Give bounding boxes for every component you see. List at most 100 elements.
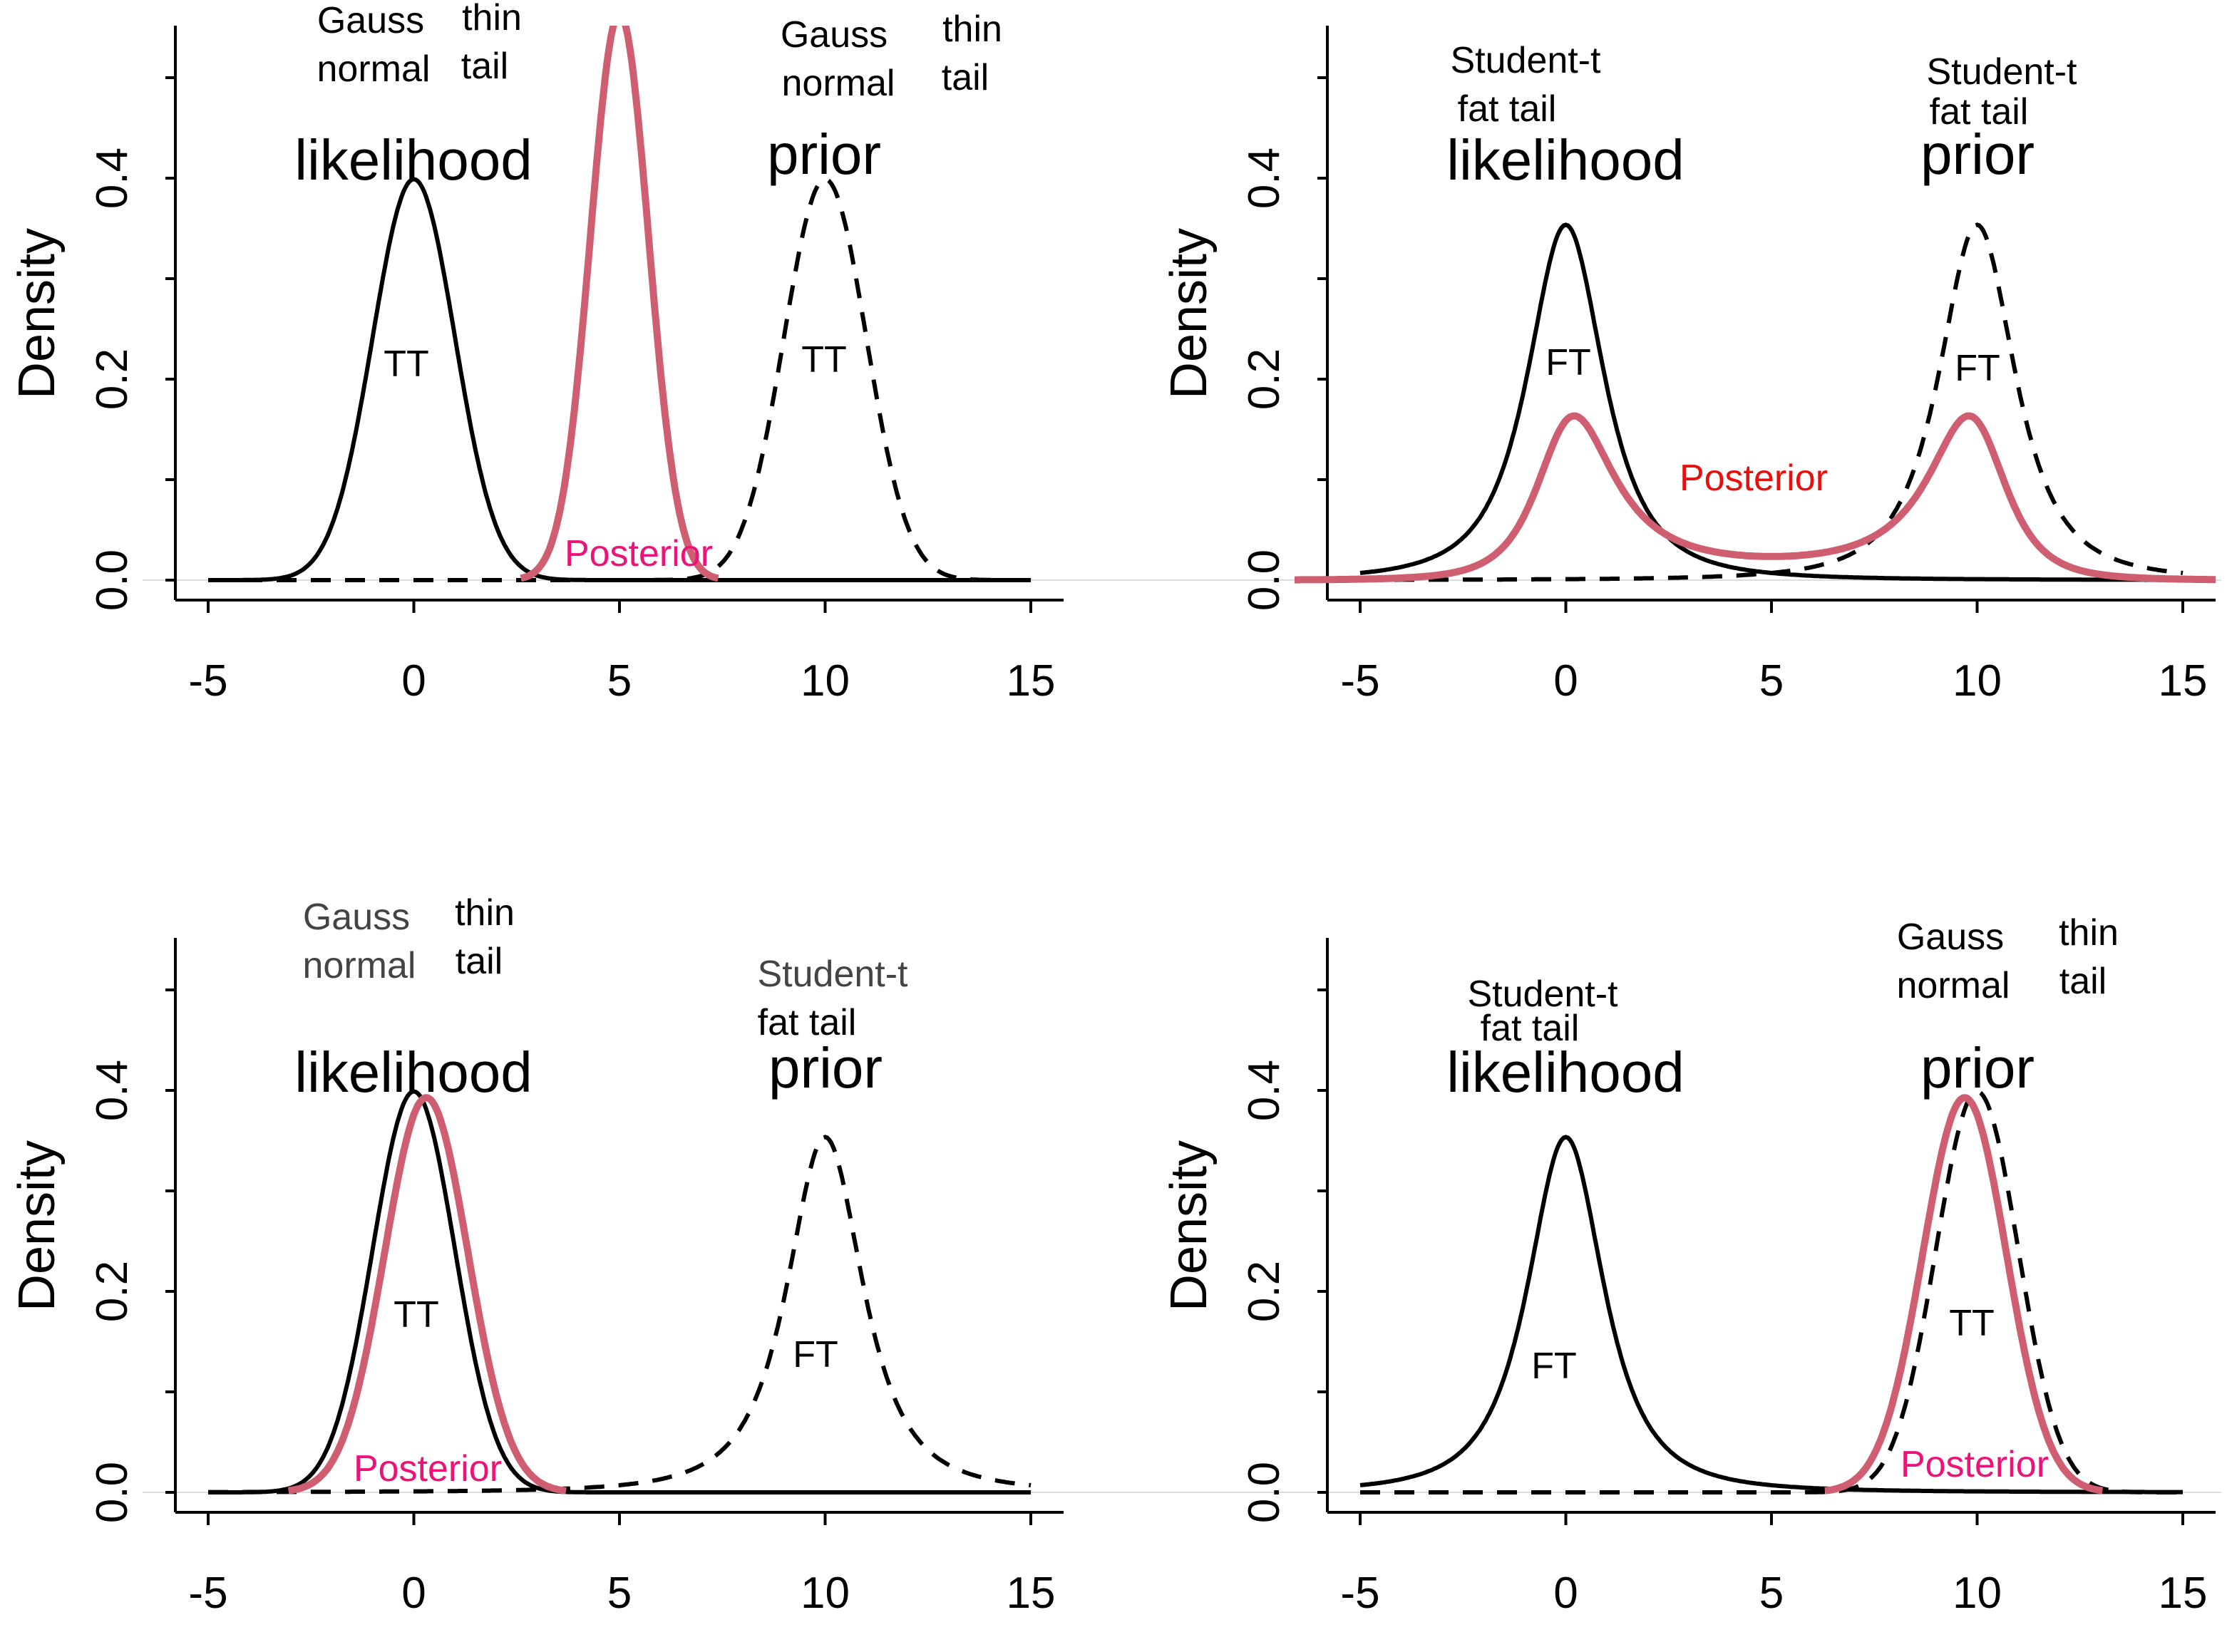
likelihood-label: likelihood	[294, 128, 533, 192]
prior-label: prior	[1920, 123, 2035, 186]
curves	[208, 1089, 1032, 1494]
curves	[1359, 1089, 2183, 1494]
x-tick-label: 5	[1759, 656, 1784, 706]
x-tick-label: 0	[401, 1569, 426, 1618]
x-tick-label: 10	[1953, 656, 2002, 706]
x-tick-label: 15	[2159, 1569, 2208, 1618]
y-tick-label: 0.2	[88, 349, 137, 410]
y-tick-label: 0.0	[1240, 549, 1289, 611]
panel-bottom-left: 0.0 0.2 0.4 -5 0 5 10 15 Density Gauss normal thin…	[9, 892, 2221, 1618]
x-tick-label: 10	[801, 1569, 850, 1618]
annotation: fat tail	[1458, 88, 1557, 130]
annotation: tail	[2059, 961, 2107, 1002]
y-tick-label: 0.0	[1240, 1462, 1289, 1523]
annotation: Gauss	[1897, 917, 2004, 958]
prior-curve	[1360, 1089, 2183, 1494]
annotation: normal	[782, 63, 895, 104]
posterior-label: Posterior	[1901, 1444, 2049, 1485]
annotation: tail	[942, 57, 989, 98]
tail-code-label: TT	[384, 344, 429, 385]
tail-code-label: FT	[1955, 348, 2000, 389]
annotation: normal	[317, 48, 431, 90]
x-tick-label: 10	[801, 656, 850, 706]
x-tick-label: 0	[401, 656, 426, 706]
likelihood-label: likelihood	[1446, 128, 1685, 192]
y-tick-label: 0.4	[88, 148, 137, 209]
y-tick-label: 0.0	[88, 1462, 137, 1523]
posterior-label: Posterior	[1680, 458, 1828, 499]
annotation: fat tail	[758, 1002, 857, 1043]
x-tick-label: 15	[2159, 656, 2208, 706]
x-tick-label: -5	[188, 656, 227, 706]
annotation: thin	[2059, 912, 2119, 954]
x-tick-label: 15	[1007, 1569, 1056, 1618]
likelihood-curve	[1359, 222, 2183, 582]
prior-curve	[208, 1135, 1032, 1494]
annotation: normal	[1897, 965, 2010, 1006]
y-tick-label: 0.2	[1240, 349, 1289, 410]
likelihood-curve	[1359, 1135, 2183, 1494]
likelihood-label: likelihood	[1446, 1041, 1685, 1104]
axes: 0.0 0.2 0.4 -5 0 5 10 15 Density	[9, 26, 2221, 706]
curves	[1295, 222, 2218, 584]
annotation: fat tail	[1930, 91, 2029, 133]
annotation: Gauss	[317, 0, 424, 41]
y-tick-label: 0.2	[1240, 1261, 1289, 1322]
annotation: Student-t	[757, 954, 908, 995]
y-tick-label: 0.4	[1240, 1060, 1289, 1121]
annotation: tail	[461, 46, 508, 87]
x-tick-label: 5	[607, 1569, 632, 1618]
prior-label: prior	[768, 1036, 883, 1100]
annotation: Student-t	[1450, 40, 1601, 81]
axes: 0.0 0.2 0.4 -5 0 5 10 15 Density	[1161, 938, 2221, 1618]
likelihood-label: likelihood	[294, 1041, 533, 1104]
y-tick-label: 0.2	[88, 1261, 137, 1322]
x-tick-label: -5	[1340, 656, 1379, 706]
panel-top-left: 0.0 0.2 0.4 -5 0 5 10 15 Density Gauss normal thin…	[9, 0, 2221, 706]
y-axis-label: Density	[9, 228, 66, 399]
posterior-curve	[287, 1094, 568, 1494]
annotation: normal	[303, 945, 416, 986]
annotation: Student-t	[1926, 51, 2077, 93]
y-axis-label: Density	[1161, 228, 1218, 399]
prior-label: prior	[1920, 1036, 2035, 1100]
posterior-label: Posterior	[565, 533, 713, 574]
annotation: thin	[455, 892, 515, 934]
x-tick-label: 15	[1007, 656, 1056, 706]
x-tick-label: 5	[1759, 1569, 1784, 1618]
posterior-curve	[519, 26, 720, 582]
tail-code-label: TT	[1949, 1303, 1995, 1344]
annotation: thin	[942, 9, 1002, 50]
x-tick-label: 0	[1553, 656, 1578, 706]
likelihood-curve	[208, 177, 1031, 582]
prior-label: prior	[767, 123, 881, 186]
annotation: Student-t	[1467, 974, 1618, 1015]
tail-code-label: FT	[1531, 1346, 1577, 1387]
likelihood-curve	[208, 1089, 1031, 1494]
x-tick-label: 5	[607, 656, 632, 706]
tail-code-label: TT	[394, 1294, 439, 1336]
y-tick-label: 0.0	[88, 549, 137, 611]
y-axis-label: Density	[9, 1140, 66, 1311]
annotation: Gauss	[303, 897, 410, 938]
posterior-curve	[1823, 1094, 2104, 1494]
y-tick-label: 0.4	[1240, 148, 1289, 209]
posterior-curve	[1295, 412, 2218, 584]
annotation: tail	[456, 941, 503, 982]
tail-code-label: FT	[1545, 342, 1591, 383]
prior-curve	[1360, 222, 2184, 582]
tail-code-label: TT	[801, 339, 847, 381]
curves	[208, 26, 1031, 582]
axes: 0.0 0.2 0.4 -5 0 5 10 15 Density	[1161, 26, 2221, 706]
x-tick-label: 10	[1953, 1569, 2002, 1618]
posterior-label: Posterior	[354, 1448, 502, 1490]
annotation: thin	[462, 0, 522, 38]
y-axis-label: Density	[1161, 1140, 1218, 1311]
x-tick-label: -5	[1340, 1569, 1379, 1618]
y-tick-label: 0.4	[88, 1060, 137, 1121]
x-tick-label: 0	[1553, 1569, 1578, 1618]
annotation: fat tail	[1481, 1008, 1580, 1049]
